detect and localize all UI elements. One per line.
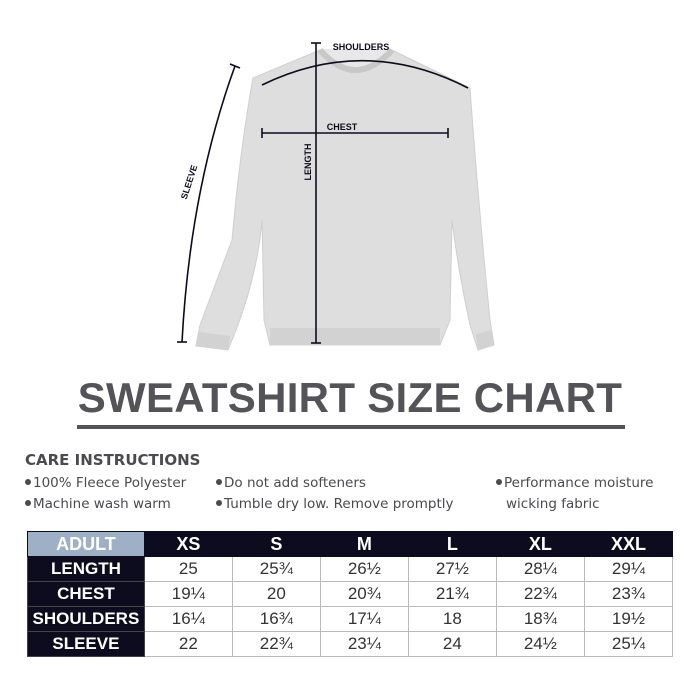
page-title: SWEATSHIRT SIZE CHART: [77, 374, 623, 421]
length-label: LENGTH: [303, 144, 313, 181]
table-cell: 25: [143, 556, 233, 582]
care-item-continued: wicking fabric: [506, 496, 600, 512]
size-header: L: [407, 531, 497, 557]
table-cell: 26½: [319, 556, 409, 582]
table-cell: 25¼: [583, 631, 674, 657]
table-cell: 22¾: [231, 631, 321, 657]
shoulders-measure-line: [261, 59, 469, 89]
bullet-icon: [496, 479, 502, 485]
table-cell: 20: [231, 581, 321, 607]
table-cell: 23¼: [319, 631, 409, 657]
row-label: SHOULDERS: [27, 606, 145, 632]
table-cell: 16¾: [231, 606, 321, 632]
care-item: 100% Fleece Polyester: [25, 475, 186, 491]
size-header: XL: [495, 531, 585, 557]
bullet-icon: [25, 479, 31, 485]
bullet-icon: [25, 500, 31, 506]
care-item: Do not add softeners: [216, 475, 366, 491]
size-header: M: [319, 531, 409, 557]
table-cell: 27½: [407, 556, 497, 582]
size-table: ADULT XS S M L XL XXL LENGTH 25 25¾ 26½ 27½ 2…: [27, 531, 674, 657]
table-row: SHOULDERS 16¼ 16¾ 17¼ 18 18¾ 19½: [27, 606, 674, 632]
row-label: SLEEVE: [27, 631, 145, 657]
sweatshirt-diagram: SHOULDERS CHEST LENGTH SLEEVE: [177, 42, 495, 351]
bullet-icon: [216, 479, 222, 485]
care-heading: CARE INSTRUCTIONS: [25, 451, 201, 469]
table-cell: 22: [143, 631, 233, 657]
table-row: CHEST 19¼ 20 20¾ 21¾ 22¾ 23¾: [27, 581, 674, 607]
size-header: XS: [143, 531, 233, 557]
table-cell: 21¾: [407, 581, 497, 607]
table-cell: 29¼: [583, 556, 674, 582]
table-cell: 22¾: [495, 581, 585, 607]
table-cell: 23¾: [583, 581, 674, 607]
table-row: LENGTH 25 25¾ 26½ 27½ 28¼ 29¼: [27, 556, 674, 582]
care-item: Performance moisture: [496, 475, 653, 491]
table-cell: 25¾: [231, 556, 321, 582]
size-header: S: [231, 531, 321, 557]
row-label: LENGTH: [27, 556, 145, 582]
sleeve-measure-line: [181, 65, 236, 343]
title-underline: [77, 425, 625, 429]
table-cell: 17¼: [319, 606, 409, 632]
table-cell: 18: [407, 606, 497, 632]
care-item: Machine wash warm: [25, 496, 171, 512]
sweatshirt-illustration: [195, 47, 495, 351]
shoulders-label: SHOULDERS: [333, 42, 390, 52]
size-header: XXL: [583, 531, 674, 557]
table-cell: 20¾: [319, 581, 409, 607]
chest-label: CHEST: [327, 122, 358, 132]
size-header-row: ADULT XS S M L XL XXL: [27, 531, 674, 557]
table-cell: 16¼: [143, 606, 233, 632]
table-row: SLEEVE 22 22¾ 23¼ 24 24½ 25¼: [27, 631, 674, 657]
table-cell: 18¾: [495, 606, 585, 632]
table-cell: 19¼: [143, 581, 233, 607]
sleeve-label: SLEEVE: [179, 164, 199, 201]
table-cell: 28¼: [495, 556, 585, 582]
table-cell: 24: [407, 631, 497, 657]
bullet-icon: [216, 500, 222, 506]
row-label: CHEST: [27, 581, 145, 607]
table-cell: 19½: [583, 606, 674, 632]
care-item: Tumble dry low. Remove promptly: [216, 496, 454, 512]
adult-header: ADULT: [27, 531, 145, 557]
table-cell: 24½: [495, 631, 585, 657]
